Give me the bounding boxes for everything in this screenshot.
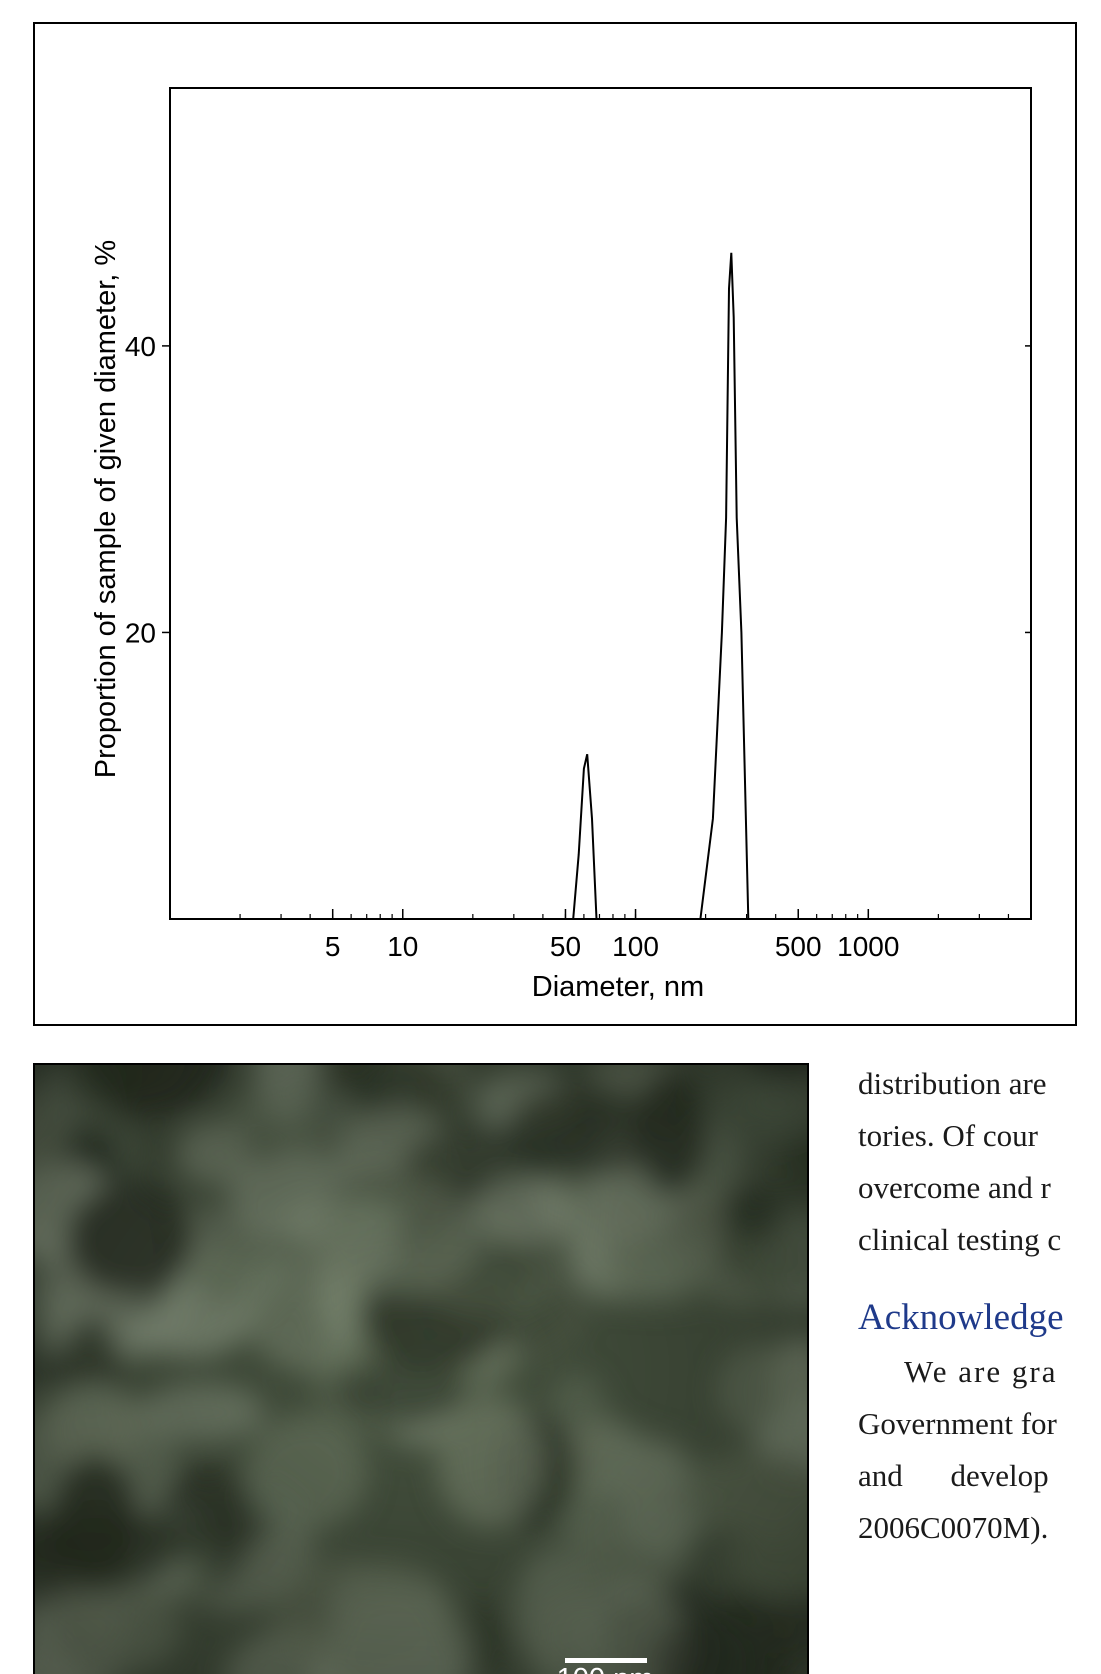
scale-bar-label: 100 nm: [535, 1665, 675, 1674]
size-distribution-line: [554, 252, 757, 920]
y-tick-label: 40: [125, 331, 156, 362]
body-text-line: 2006C0070M).: [858, 1510, 1049, 1545]
body-text-line: and develop: [858, 1458, 1049, 1493]
acknowledgements-heading: Acknowledge: [858, 1297, 1064, 1338]
tem-texture: [35, 1065, 807, 1674]
body-text-line: distribution are: [858, 1066, 1047, 1101]
chart-svg: 5 10 50 100 500 1000 20 40 Diameter, nm Proport…: [90, 87, 1032, 1003]
body-text-line: overcome and r: [858, 1170, 1051, 1205]
tem-micrograph: 100 nm: [33, 1063, 809, 1674]
body-text-line: clinical testing c: [858, 1222, 1062, 1257]
scale-bar: [565, 1658, 647, 1663]
body-text-line: tories. Of cour: [858, 1118, 1038, 1153]
plot-frame: [169, 87, 1032, 920]
body-text-line: Government for: [858, 1406, 1057, 1441]
y-axis-title: Proportion of sample of given diameter, …: [90, 240, 122, 778]
y-tick-label: 20: [125, 617, 156, 648]
body-text-line: We are gra: [904, 1354, 1058, 1389]
x-tick-label: 50: [550, 931, 581, 962]
x-tick-label: 10: [387, 931, 418, 962]
x-tick-label: 500: [775, 931, 822, 962]
body-text-column: distribution are tories. Of cour overcom…: [858, 1058, 1101, 1674]
x-axis-title: Diameter, nm: [532, 971, 704, 1003]
x-tick-label: 1000: [837, 931, 899, 962]
particle-size-chart: 5 10 50 100 500 1000 20 40 Diameter, nm Proport…: [33, 22, 1077, 1026]
x-tick-label: 5: [325, 931, 341, 962]
x-tick-label: 100: [612, 931, 659, 962]
